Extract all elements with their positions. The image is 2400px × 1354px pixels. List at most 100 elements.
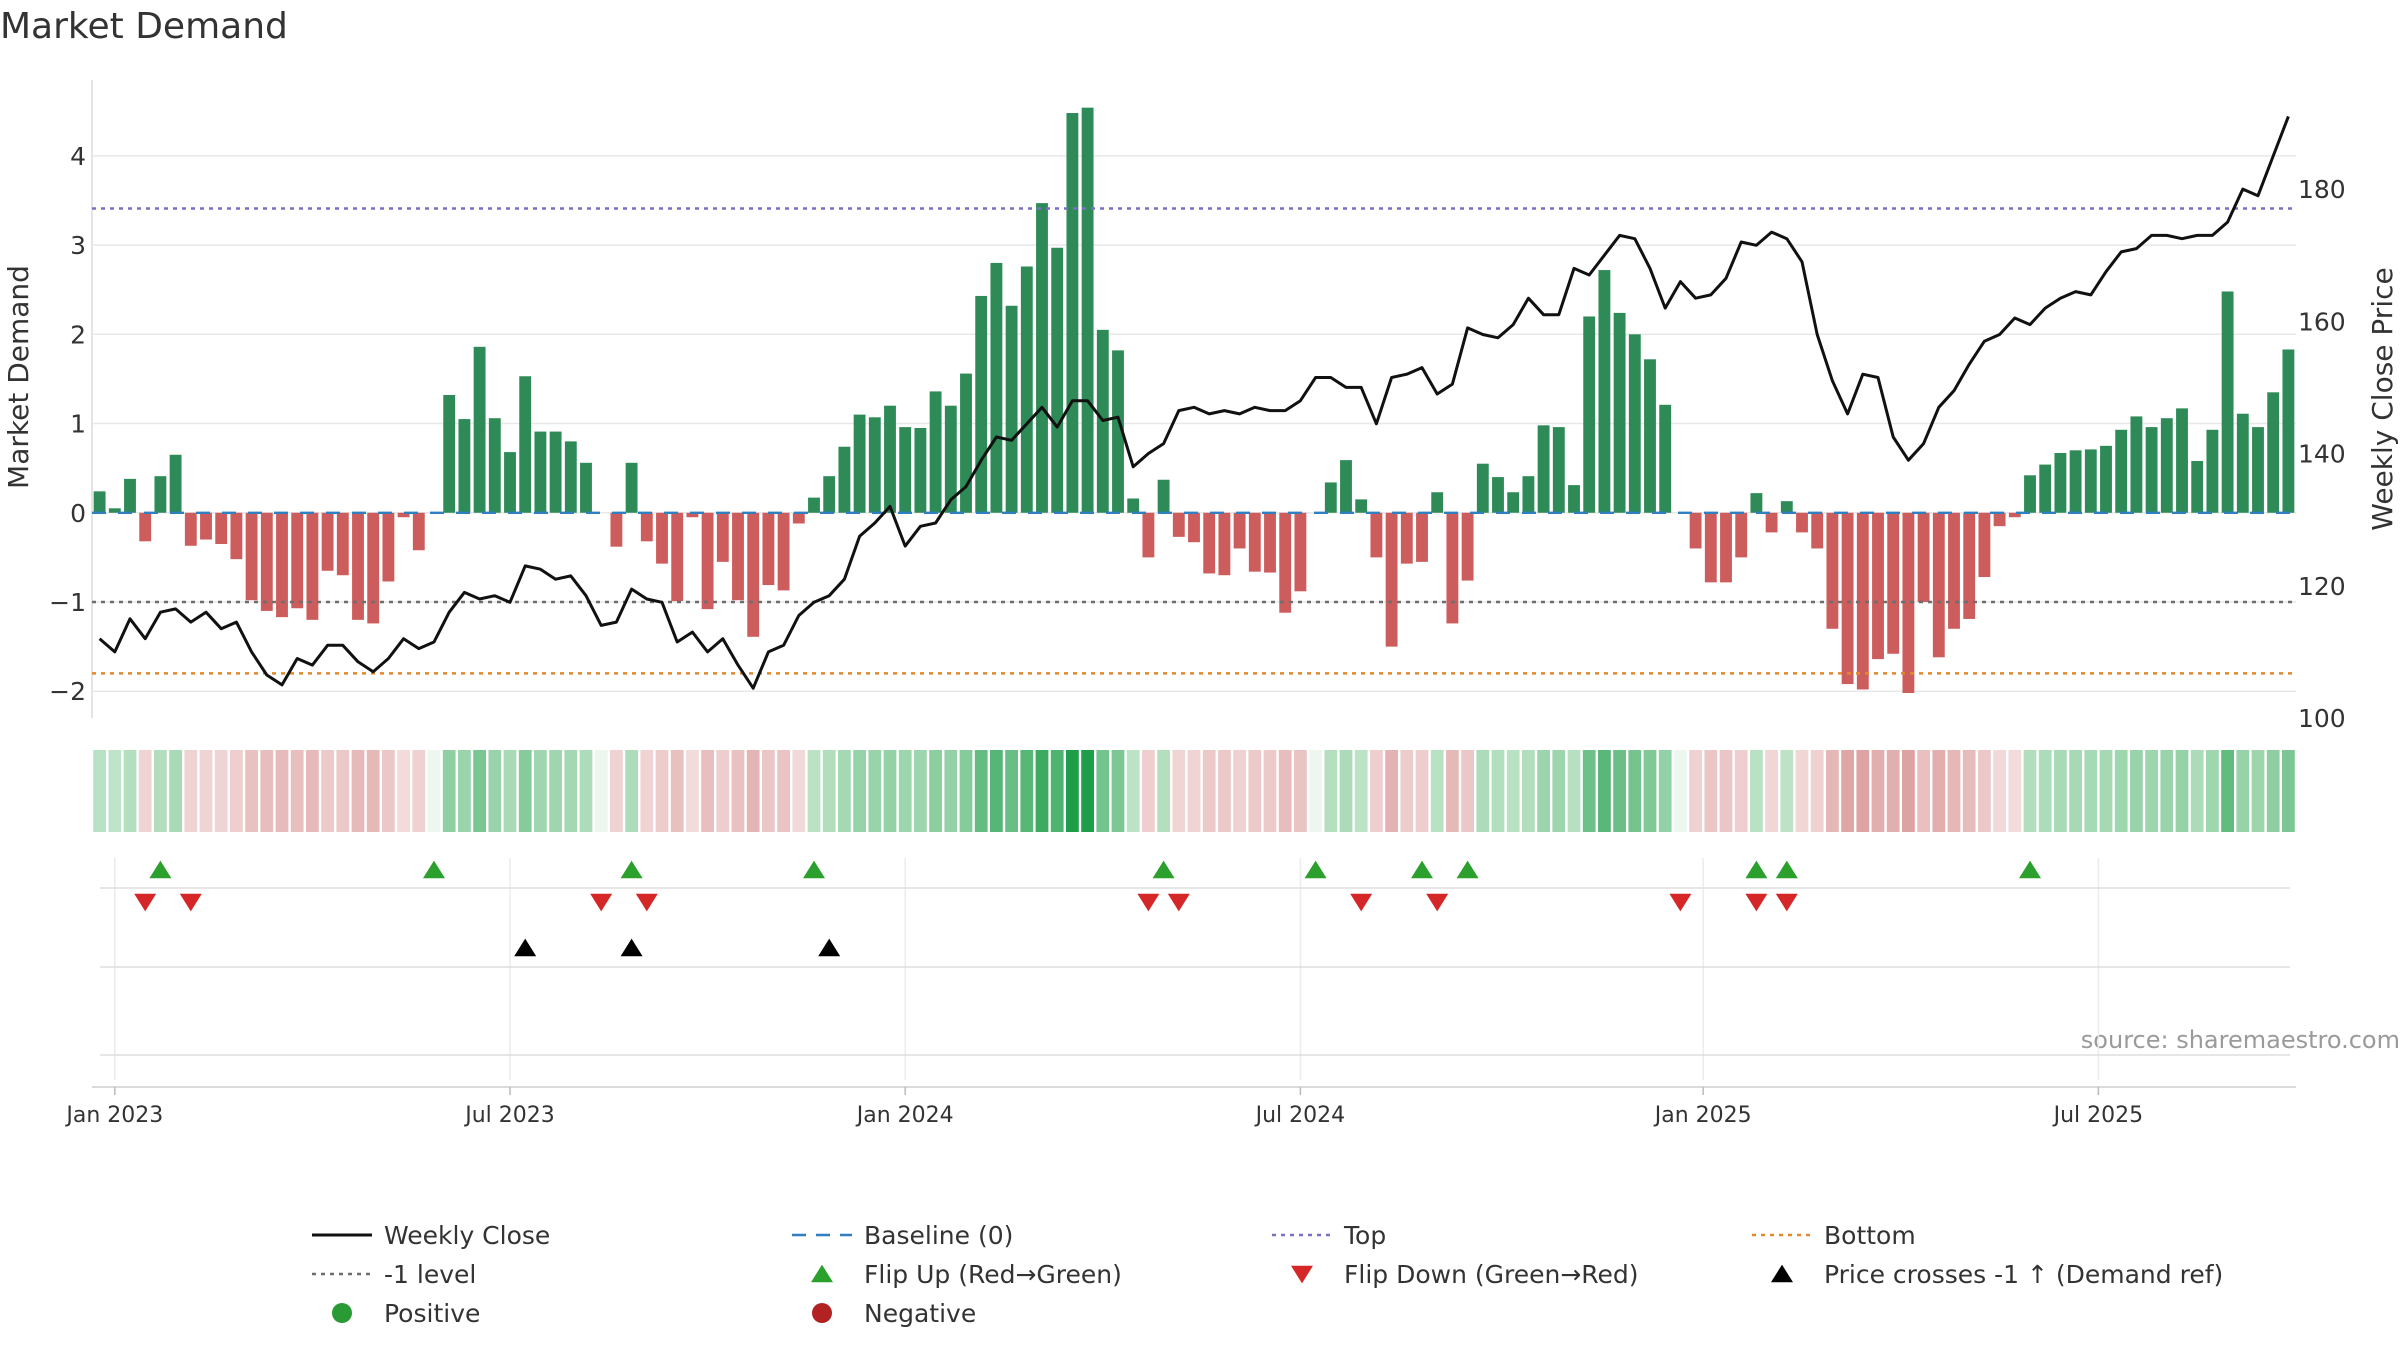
demand-bar <box>215 512 228 544</box>
heat-cell <box>762 750 775 832</box>
flip-up-marker <box>423 860 445 879</box>
heat-cell <box>1126 750 1140 832</box>
heat-cell <box>1856 750 1870 832</box>
heat-cell <box>1962 750 1976 832</box>
heat-cell <box>427 750 441 832</box>
heat-cell <box>1810 750 1824 832</box>
source-label: source: sharemaestro.com <box>2081 1026 2400 1054</box>
legend-positive-swatch <box>332 1303 352 1323</box>
heat-cell <box>2282 750 2295 832</box>
heat-cell <box>154 750 167 832</box>
demand-bar <box>1020 266 1033 513</box>
price-cross-marker <box>514 938 537 957</box>
flip-up-marker <box>803 860 825 879</box>
heat-cell <box>488 750 502 832</box>
heat-cell <box>959 750 973 832</box>
heat-cell <box>2206 750 2219 832</box>
heat-cell <box>1567 750 1581 832</box>
demand-bar <box>868 417 881 513</box>
x-tick-label: Jul 2023 <box>463 1103 555 1128</box>
heat-cell <box>412 750 426 832</box>
heat-cell <box>534 750 547 832</box>
y2-tick-label: 160 <box>2298 307 2346 336</box>
demand-bar <box>1887 512 1900 654</box>
demand-bar <box>610 512 623 547</box>
demand-bar <box>291 512 304 609</box>
heat-cell <box>397 750 410 832</box>
heat-cell <box>2038 750 2052 832</box>
heat-cell <box>1187 750 1201 832</box>
demand-bar <box>367 512 380 624</box>
heat-cell <box>169 750 182 832</box>
demand-bar <box>1461 512 1474 581</box>
demand-bar <box>960 373 972 513</box>
heat-cell <box>1613 750 1626 832</box>
flip-up-marker <box>1411 860 1433 879</box>
heat-cell <box>2221 750 2234 832</box>
heat-cell <box>1339 750 1353 832</box>
demand-bar <box>1324 482 1337 513</box>
demand-bar <box>914 428 927 513</box>
heat-cell <box>640 750 654 832</box>
heat-cell <box>929 750 942 832</box>
heat-cell <box>290 750 304 832</box>
x-tick-label: Jul 2025 <box>2052 1103 2144 1128</box>
demand-bar <box>1720 512 1732 583</box>
heat-cell <box>777 750 790 832</box>
demand-bar <box>245 512 258 601</box>
heat-cell <box>2175 750 2189 832</box>
demand-bar <box>625 462 638 513</box>
demand-bar <box>671 512 684 602</box>
heat-cell <box>1385 750 1398 832</box>
heat-cell <box>822 750 836 832</box>
heat-cell <box>1066 750 1079 832</box>
heat-cell <box>230 750 243 832</box>
demand-bar <box>884 405 896 513</box>
heat-cell <box>2190 750 2204 832</box>
legend-flip-up-red-green-swatch <box>811 1264 833 1283</box>
flip-down-marker <box>1350 893 1373 912</box>
demand-bar <box>1264 512 1276 573</box>
heat-cell <box>1689 750 1702 832</box>
demand-bar <box>1568 485 1580 513</box>
demand-bar <box>1765 512 1778 533</box>
demand-bar <box>1537 425 1550 513</box>
legend-baseline-0-label: Baseline (0) <box>864 1221 1013 1250</box>
heat-cell <box>93 750 106 832</box>
heat-cell <box>442 750 456 832</box>
demand-bar <box>1735 512 1748 558</box>
heat-cell <box>1309 750 1322 832</box>
flip-down-marker <box>1745 893 1768 912</box>
demand-bar <box>1689 512 1702 549</box>
heat-cell <box>1294 750 1307 832</box>
demand-bar <box>504 452 516 513</box>
heat-cell <box>1370 750 1383 832</box>
demand-bar <box>853 414 866 513</box>
chart-title: Market Demand <box>0 6 288 47</box>
heat-cell <box>1430 750 1444 832</box>
demand-bar <box>1993 512 2006 527</box>
demand-bar <box>1522 476 1535 513</box>
demand-bar <box>2176 408 2188 513</box>
heat-cell <box>382 750 395 832</box>
heat-cell <box>853 750 866 832</box>
heat-cell <box>473 750 486 832</box>
legend-flip-down-green-red-label: Flip Down (Green→Red) <box>1344 1260 1639 1289</box>
demand-bar <box>1385 512 1398 647</box>
demand-bar <box>899 427 912 513</box>
demand-bar <box>1948 512 1960 629</box>
demand-bar <box>1036 203 1048 513</box>
flip-down-marker <box>1426 893 1449 912</box>
heat-cell <box>2130 750 2143 832</box>
demand-bar <box>1659 404 1672 513</box>
demand-bar <box>564 441 577 513</box>
demand-bar <box>1446 512 1459 624</box>
demand-bar <box>1416 512 1428 562</box>
x-tick-label: Jan 2024 <box>855 1103 954 1128</box>
y-tick-label: 0 <box>70 499 86 528</box>
demand-bar <box>1826 512 1839 629</box>
demand-bar <box>2282 349 2295 513</box>
demand-bar <box>276 512 288 618</box>
demand-bar <box>169 454 182 513</box>
demand-bar <box>944 405 957 513</box>
